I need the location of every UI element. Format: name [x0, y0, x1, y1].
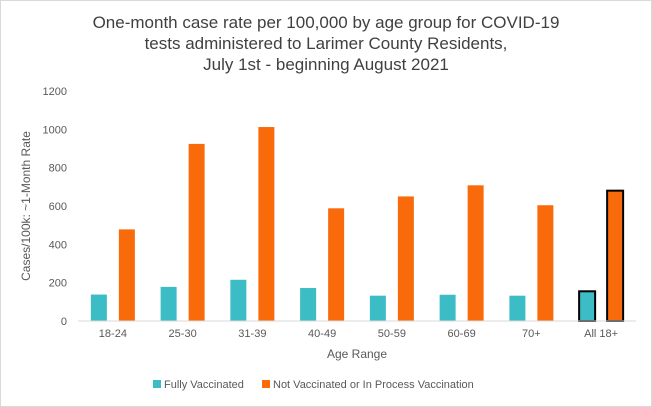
y-tick-label: 600 [49, 201, 67, 213]
y-axis: Cases/100k: ~1-Month Rate 0 200 400 600 800 1… [19, 86, 67, 328]
bar-fully-vaccinated-2 [230, 279, 247, 321]
bar-fully-vaccinated-0 [90, 294, 107, 321]
bars [90, 127, 625, 322]
x-axis-label: Age Range [327, 347, 387, 361]
x-tick-label: 25-30 [169, 328, 197, 340]
bar-not-vaccinated-0 [118, 229, 135, 321]
bar-fully-vaccinated-6 [509, 295, 526, 321]
legend-label: Not Vaccinated or In Process Vaccination [273, 379, 474, 391]
y-tick-label: 0 [61, 316, 67, 328]
legend-swatch [262, 380, 270, 388]
x-tick-label: 50-59 [378, 328, 406, 340]
bar-fully-vaccinated-7 [578, 290, 597, 322]
legend-swatch [153, 380, 161, 388]
x-tick-label: 40-49 [308, 328, 336, 340]
x-tick-label: 60-69 [448, 328, 476, 340]
y-axis-label: Cases/100k: ~1-Month Rate [19, 131, 33, 281]
y-tick-label: 800 [49, 163, 67, 175]
x-tick-label: 31-39 [238, 328, 266, 340]
legend: Fully Vaccinated Not Vaccinated or In Pro… [153, 379, 474, 391]
x-tick-label: 70+ [522, 328, 541, 340]
x-axis: Age Range 18-24 25-30 31-39 40-49 50-59 60-69… [99, 328, 618, 361]
bar-not-vaccinated-5 [467, 185, 484, 321]
y-tick-label: 1200 [43, 86, 67, 98]
chart-title-line: tests administered to Larimer County Res… [145, 34, 508, 53]
bar-not-vaccinated-6 [537, 205, 554, 321]
bar-fully-vaccinated-3 [300, 288, 317, 321]
y-tick-label: 200 [49, 278, 67, 290]
chart-title: One-month case rate per 100,000 by age g… [93, 13, 560, 74]
bar-fully-vaccinated-5 [439, 294, 456, 321]
chart-title-line: July 1st - beginning August 2021 [203, 55, 449, 74]
legend-label: Fully Vaccinated [164, 379, 244, 391]
y-tick-label: 400 [49, 239, 67, 251]
bar-fully-vaccinated-4 [369, 295, 386, 321]
x-tick-label: All 18+ [584, 328, 618, 340]
bar-not-vaccinated-1 [188, 143, 205, 321]
x-tick-label: 18-24 [99, 328, 127, 340]
bar-not-vaccinated-7 [606, 189, 625, 322]
bar-not-vaccinated-2 [258, 127, 275, 322]
bar-not-vaccinated-4 [397, 196, 414, 321]
chart-title-line: One-month case rate per 100,000 by age g… [93, 13, 560, 32]
y-tick-label: 1000 [43, 124, 67, 136]
bar-not-vaccinated-3 [328, 208, 345, 321]
bar-fully-vaccinated-1 [160, 286, 177, 321]
